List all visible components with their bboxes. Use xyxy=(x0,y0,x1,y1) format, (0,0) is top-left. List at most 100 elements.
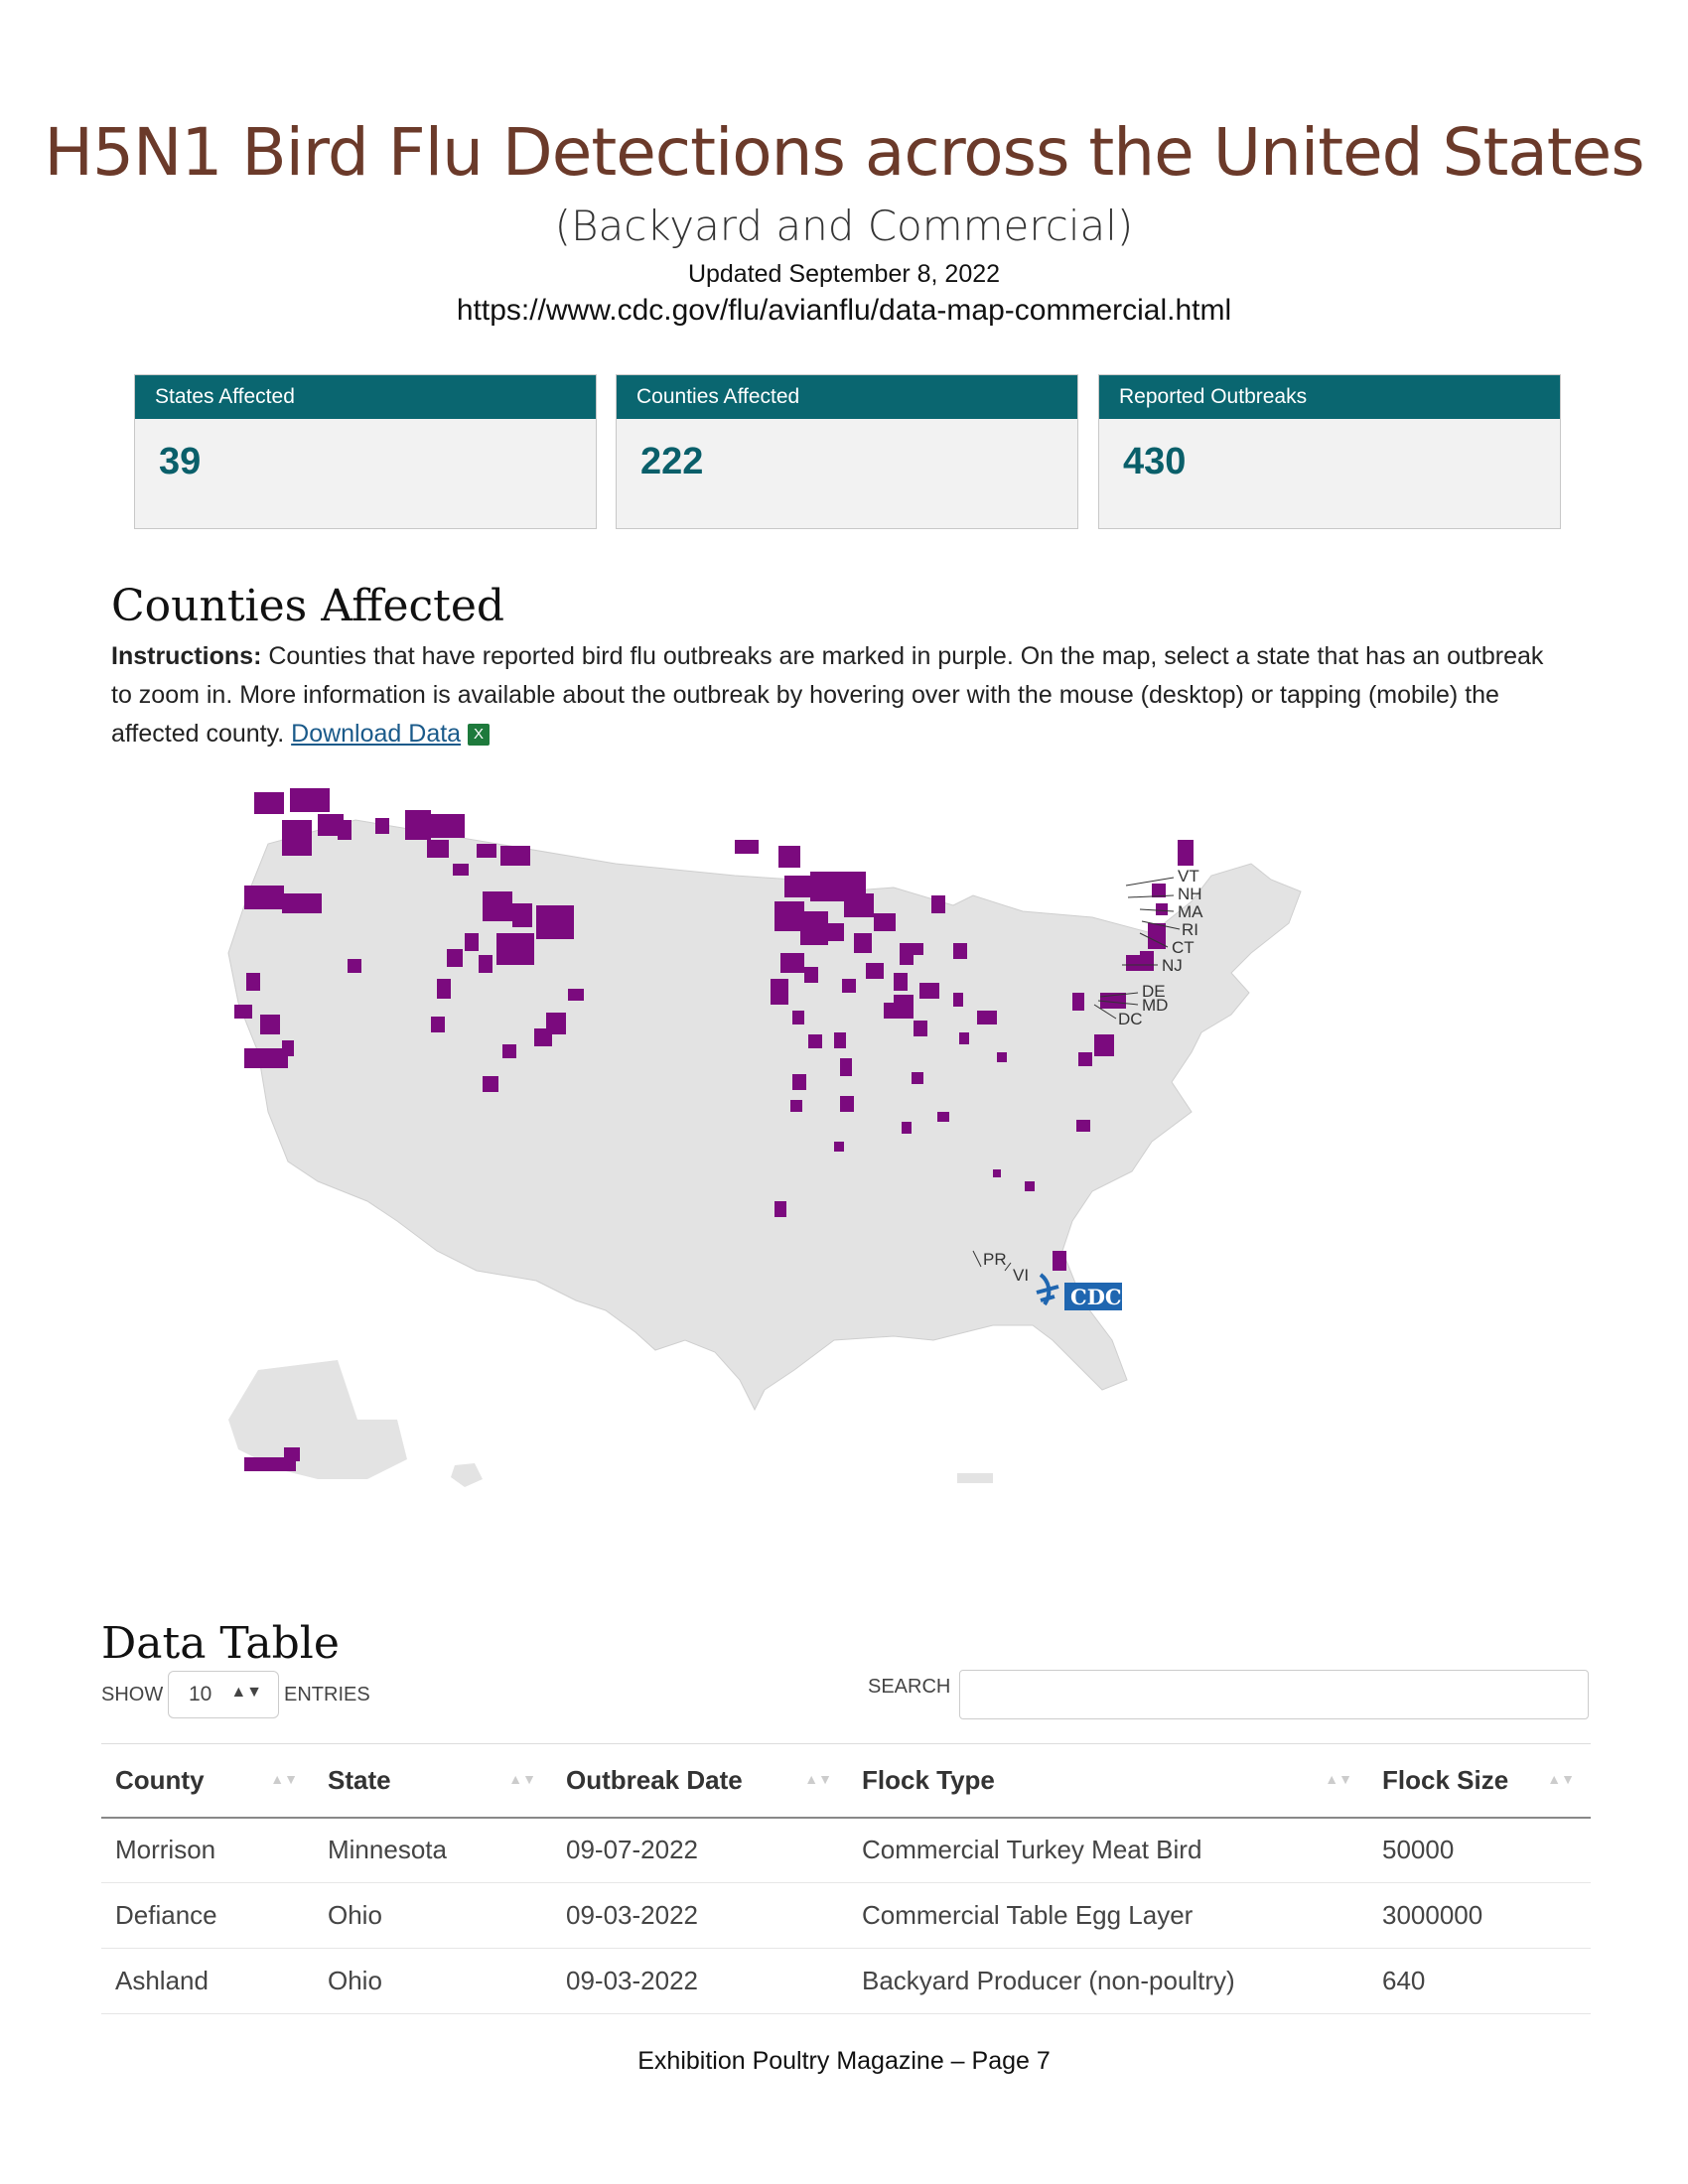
county-ut-3[interactable] xyxy=(437,979,451,999)
county-mt-1[interactable] xyxy=(405,810,431,840)
county-ne-2[interactable] xyxy=(804,967,818,983)
county-il-1[interactable] xyxy=(912,1072,923,1084)
county-mn-4[interactable] xyxy=(854,933,872,953)
county-nc-1[interactable] xyxy=(1076,1120,1090,1132)
entries-select[interactable]: 10 ▲▼ xyxy=(168,1671,279,1718)
county-in-1[interactable] xyxy=(959,1032,969,1044)
county-mo-2[interactable] xyxy=(840,1096,854,1112)
county-md-1[interactable] xyxy=(1078,1052,1092,1066)
county-ut-4[interactable] xyxy=(479,955,492,973)
county-sd-2[interactable] xyxy=(800,911,828,945)
column-header-county[interactable]: County ▲▼ xyxy=(101,1743,314,1819)
county-sd-1[interactable] xyxy=(774,901,804,931)
county-oh-1[interactable] xyxy=(997,1052,1007,1062)
county-nh-1[interactable] xyxy=(1152,884,1166,897)
column-header-state[interactable]: State ▲▼ xyxy=(314,1743,552,1819)
county-mi-2[interactable] xyxy=(977,1011,997,1024)
county-or-2[interactable] xyxy=(282,893,322,913)
county-wy-1[interactable] xyxy=(483,891,512,921)
county-ca-1[interactable] xyxy=(246,973,260,991)
county-ky-2[interactable] xyxy=(937,1112,949,1122)
county-ia-3[interactable] xyxy=(842,979,856,993)
county-wi-1[interactable] xyxy=(894,995,914,1019)
county-co-3[interactable] xyxy=(568,989,584,1001)
hawaii-shape[interactable] xyxy=(451,1463,483,1487)
county-wi-2[interactable] xyxy=(919,983,939,999)
county-co-4[interactable] xyxy=(502,1044,516,1058)
county-mn-5[interactable] xyxy=(874,913,896,931)
county-mi-1[interactable] xyxy=(953,943,967,959)
county-ca-2[interactable] xyxy=(234,1005,252,1019)
county-mt-2[interactable] xyxy=(429,814,465,838)
us-mainland-shape[interactable] xyxy=(227,819,1302,1412)
county-ut-1[interactable] xyxy=(465,933,479,951)
county-ia-1[interactable] xyxy=(866,963,884,979)
county-fl-1[interactable] xyxy=(1053,1251,1066,1271)
county-me-1[interactable] xyxy=(1178,840,1194,866)
county-id-2[interactable] xyxy=(348,959,361,973)
county-ks-1[interactable] xyxy=(792,1011,804,1024)
county-ut-5[interactable] xyxy=(431,1017,445,1032)
excel-icon[interactable]: X xyxy=(468,724,491,747)
county-ia-4[interactable] xyxy=(884,1003,896,1019)
county-mt-4[interactable] xyxy=(477,844,496,858)
county-ks-4[interactable] xyxy=(790,1100,802,1112)
county-wa-1[interactable] xyxy=(254,792,284,814)
county-or-1[interactable] xyxy=(244,886,284,909)
county-ak-1[interactable] xyxy=(244,1457,296,1471)
county-mn-3[interactable] xyxy=(844,893,874,917)
county-ne-3[interactable] xyxy=(834,1032,846,1048)
county-ak-2[interactable] xyxy=(284,1447,300,1461)
county-wi-3[interactable] xyxy=(914,1021,927,1036)
county-wy-3[interactable] xyxy=(536,905,574,939)
county-pa-2[interactable] xyxy=(1100,993,1126,1009)
county-ne-1[interactable] xyxy=(771,979,788,1005)
column-header-flock-type[interactable]: Flock Type ▲▼ xyxy=(848,1743,1368,1819)
county-ga-1[interactable] xyxy=(1025,1181,1035,1191)
county-ma-1[interactable] xyxy=(1156,903,1168,915)
county-ia-2[interactable] xyxy=(894,973,908,991)
county-ca-3[interactable] xyxy=(260,1015,280,1034)
county-ok-1[interactable] xyxy=(834,1142,844,1152)
county-mi-3[interactable] xyxy=(953,993,963,1007)
column-header-outbreak-date[interactable]: Outbreak Date ▲▼ xyxy=(552,1743,848,1819)
alaska-shape[interactable] xyxy=(228,1360,407,1479)
county-tx-1[interactable] xyxy=(774,1201,786,1217)
county-al-1[interactable] xyxy=(993,1169,1001,1177)
county-wy-2[interactable] xyxy=(512,903,532,927)
county-wi-4[interactable] xyxy=(910,943,923,955)
county-mn-7[interactable] xyxy=(931,895,945,913)
county-ca-5[interactable] xyxy=(282,1040,294,1056)
search-input[interactable] xyxy=(959,1670,1589,1719)
county-mn-1[interactable] xyxy=(784,876,814,897)
puerto-rico-shape[interactable] xyxy=(957,1473,993,1483)
county-ks-2[interactable] xyxy=(808,1034,822,1048)
county-nm-1[interactable] xyxy=(483,1076,498,1092)
county-sd-3[interactable] xyxy=(824,923,844,941)
county-co-2[interactable] xyxy=(534,1028,552,1046)
county-ut-2[interactable] xyxy=(447,949,463,967)
us-outbreak-map[interactable]: VT NH MA RI CT NJ DE MD DC GU AS PR VI C… xyxy=(199,784,1609,1539)
county-mt-5[interactable] xyxy=(500,846,530,866)
download-data-link[interactable]: Download Data xyxy=(291,720,462,748)
county-nd-2[interactable] xyxy=(778,846,800,868)
county-nj-1[interactable] xyxy=(1126,955,1142,971)
county-ca-4[interactable] xyxy=(244,1048,288,1068)
county-mt-3[interactable] xyxy=(427,840,449,858)
county-wa-4[interactable] xyxy=(318,814,344,836)
county-wa-2[interactable] xyxy=(290,788,330,812)
county-nd-1[interactable] xyxy=(735,840,759,854)
county-mo-1[interactable] xyxy=(840,1058,852,1076)
county-pa-1[interactable] xyxy=(1094,1034,1114,1056)
county-wa-5[interactable] xyxy=(338,820,352,840)
county-mt-6[interactable] xyxy=(453,864,469,876)
county-wy-4[interactable] xyxy=(496,933,534,965)
county-wa-3[interactable] xyxy=(282,820,312,856)
county-ks-3[interactable] xyxy=(792,1074,806,1090)
column-header-flock-size[interactable]: Flock Size ▲▼ xyxy=(1368,1743,1591,1819)
county-ky-1[interactable] xyxy=(902,1122,912,1134)
county-de-1[interactable] xyxy=(1072,993,1084,1011)
county-id-1[interactable] xyxy=(375,818,389,834)
county-ny-1[interactable] xyxy=(1140,951,1154,971)
county-ny-2[interactable] xyxy=(1148,923,1166,949)
